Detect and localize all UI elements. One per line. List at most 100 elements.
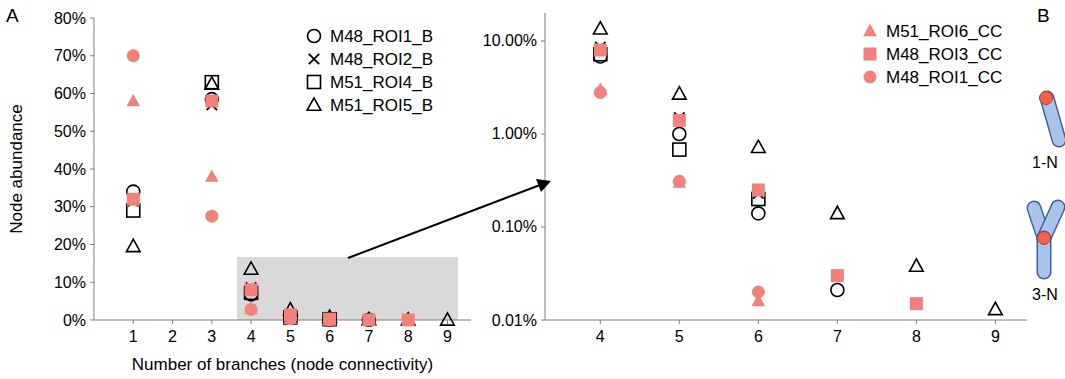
diagram-label: 3-N [1032, 286, 1058, 303]
data-point [673, 87, 687, 99]
diagram-label: 1-N [1032, 154, 1058, 171]
x-tick-label: 8 [912, 328, 921, 345]
y-tick [90, 206, 94, 207]
x-tick [758, 320, 759, 324]
data-point [752, 183, 765, 196]
data-point [205, 76, 218, 89]
chart-1: 4567890.01%0.10%1.00%10.00%M51_ROI6_CCM4… [356, 0, 1027, 345]
x-tick [211, 320, 212, 324]
data-points [538, 6, 1002, 315]
y-tick-label: 30% [54, 198, 86, 215]
x-tick-label: 7 [833, 328, 842, 345]
legend-label: M48_ROI2_B [330, 50, 433, 69]
data-point [362, 313, 375, 326]
y-tick-label: 50% [54, 123, 86, 140]
y-tick [541, 226, 545, 227]
panel-label: B [1037, 5, 1050, 26]
arrow-head [536, 179, 551, 192]
x-tick-label: 4 [596, 328, 605, 345]
x-tick [679, 320, 680, 324]
y-tick-label: 80% [54, 10, 86, 27]
legend-symbol [864, 48, 877, 61]
y-tick [541, 133, 545, 134]
data-point [910, 297, 923, 310]
legend-label: M48_ROI3_CC [886, 45, 1002, 64]
x-tick-label: 3 [207, 328, 216, 345]
x-tick [600, 320, 601, 324]
zoom-arrow [348, 179, 551, 258]
data-point [752, 140, 766, 152]
data-point [205, 169, 219, 181]
y-tick-label: 0.10% [492, 218, 537, 235]
x-tick-label: 9 [443, 328, 452, 345]
data-point [673, 175, 686, 188]
legend-label: M51_ROI4_B [330, 73, 433, 92]
data-point [323, 313, 336, 326]
y-tick [90, 282, 94, 283]
x-tick-label: 8 [404, 328, 413, 345]
y-tick [90, 55, 94, 56]
data-point [205, 77, 219, 89]
x-tick [133, 320, 134, 324]
data-point [245, 283, 258, 296]
data-point [126, 239, 140, 251]
data-point [910, 259, 924, 271]
legend: M48_ROI1_BM48_ROI2_BM51_ROI4_BM51_ROI5_B [307, 27, 433, 115]
data-point [989, 302, 1003, 314]
y-tick [541, 40, 545, 41]
data-point [402, 313, 415, 326]
y-tick-label: 10.00% [483, 32, 537, 49]
x-tick-label: 5 [286, 328, 295, 345]
y-tick [90, 320, 94, 321]
x-axis-label: Number of branches (node connectivity) [132, 355, 433, 374]
y-tick [90, 169, 94, 170]
legend-symbol [308, 30, 321, 43]
legend-label: M51_ROI5_B [330, 96, 433, 115]
y-axis-label: Node abundance [7, 104, 26, 234]
data-point [127, 204, 140, 217]
data-point [593, 22, 607, 34]
data-point [362, 313, 375, 326]
y-axis [545, 13, 546, 320]
x-tick [172, 320, 173, 324]
data-point [441, 313, 455, 325]
data-point [752, 286, 765, 299]
data-point [284, 312, 297, 325]
data-point [831, 284, 844, 297]
data-point [323, 313, 336, 326]
data-point [752, 207, 765, 220]
data-point [205, 210, 218, 223]
x-tick-label: 2 [168, 328, 177, 345]
data-point [127, 49, 140, 62]
chart-0: 1234567890%10%20%30%40%50%60%70%80%Numbe… [7, 10, 471, 375]
data-point [673, 114, 686, 127]
x-tick [995, 320, 996, 324]
data-point [205, 95, 218, 108]
data-points [126, 49, 454, 326]
data-point [673, 175, 687, 187]
data-point [244, 262, 258, 274]
legend-symbol [309, 54, 319, 64]
node [1038, 232, 1051, 245]
data-point [127, 193, 140, 206]
y-tick-label: 70% [54, 47, 86, 64]
y-tick [90, 18, 94, 19]
y-tick-label: 0.01% [492, 312, 537, 329]
x-tick-label: 4 [247, 328, 256, 345]
node-diagrams: 1-N 3-N [1032, 92, 1059, 304]
y-tick-label: 60% [54, 85, 86, 102]
y-tick [541, 320, 545, 321]
x-tick-label: 7 [364, 328, 373, 345]
legend-symbol [307, 98, 321, 110]
data-point [323, 313, 336, 326]
legend-symbol [863, 24, 877, 36]
figure: 1234567890%10%20%30%40%50%60%70%80%Numbe… [0, 0, 1065, 379]
panel-label: A [6, 5, 19, 26]
legend: M51_ROI6_CCM48_ROI3_CCM48_ROI1_CC [863, 22, 1002, 87]
y-tick [90, 131, 94, 132]
y-tick [90, 93, 94, 94]
legend-label: M51_ROI6_CC [886, 22, 1002, 41]
y-tick-label: 40% [54, 161, 86, 178]
y-tick-label: 1.00% [492, 125, 537, 142]
data-point [831, 269, 844, 282]
